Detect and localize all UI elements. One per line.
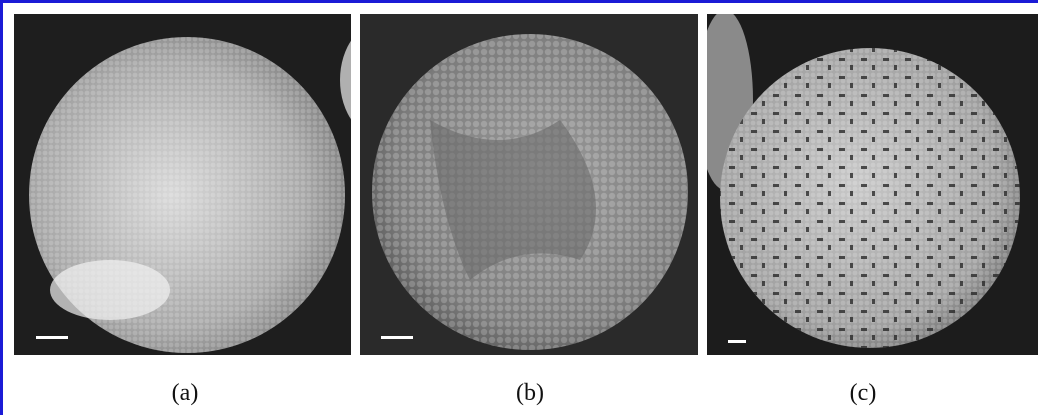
panel-label: (b) — [516, 380, 544, 406]
figure: (a) (b) (c) — [0, 0, 1038, 415]
micrograph-c — [697, 10, 1038, 355]
panel-label: (a) — [172, 380, 199, 406]
micrograph-b — [360, 14, 698, 355]
panel-label: (c) — [850, 380, 877, 406]
